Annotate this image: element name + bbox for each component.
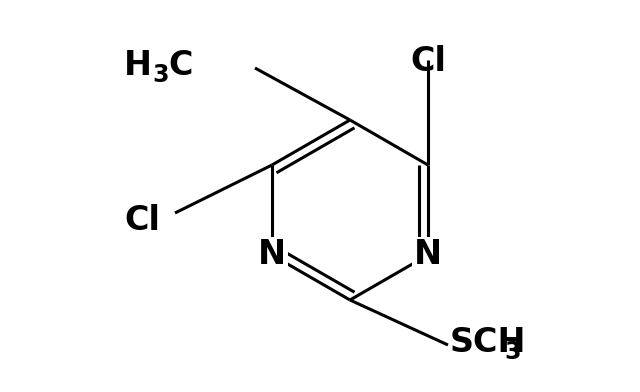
Text: SCH: SCH [450, 325, 527, 359]
Text: 3: 3 [504, 340, 520, 364]
Text: Cl: Cl [410, 45, 446, 78]
Text: C: C [168, 49, 193, 82]
Text: H: H [124, 49, 152, 82]
Text: Cl: Cl [124, 203, 160, 236]
Text: N: N [414, 238, 442, 272]
Text: N: N [258, 238, 286, 272]
Text: 3: 3 [152, 63, 168, 87]
